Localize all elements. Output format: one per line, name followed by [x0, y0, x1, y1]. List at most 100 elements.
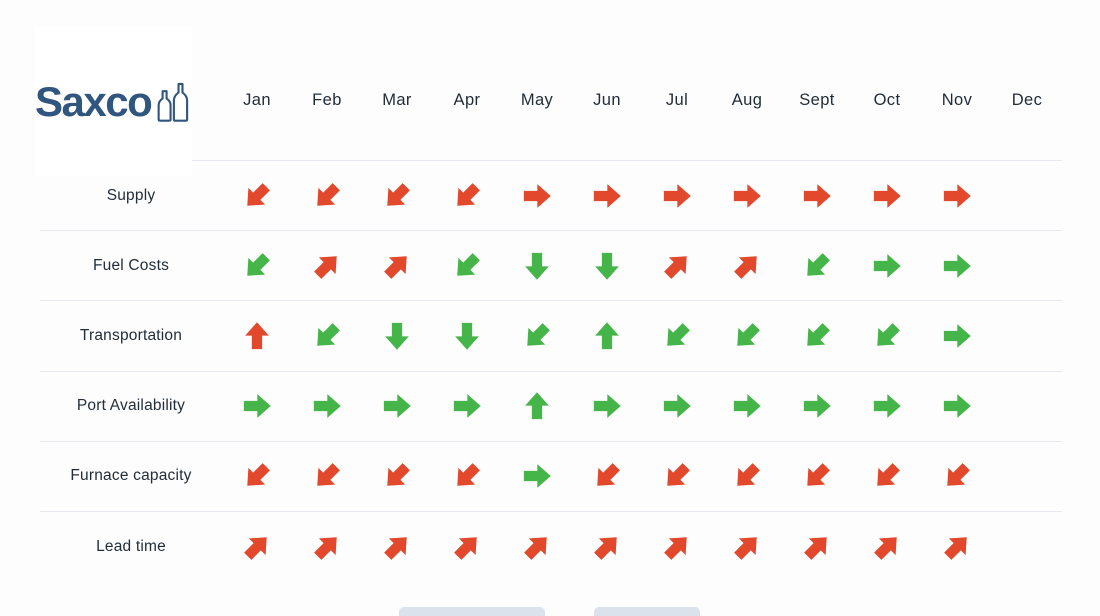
month-header: Jul — [665, 91, 689, 109]
arrow-down-left-icon — [947, 463, 970, 487]
trend-cell — [712, 250, 782, 282]
trend-matrix: Jan Feb Mar Apr May Jun Jul Aug Sept Oct Nov Dec Sup… — [40, 66, 1062, 581]
arrow-up-right-icon — [384, 536, 407, 560]
trend-cell — [432, 180, 502, 212]
trend-row: Transportation — [40, 300, 1062, 370]
arrow-right-icon — [873, 183, 901, 208]
arrow-down-left-icon — [597, 463, 620, 487]
trend-cell — [852, 460, 922, 492]
trend-cell — [782, 390, 852, 422]
trend-cell — [502, 320, 572, 352]
arrow-right-icon — [943, 183, 971, 208]
saxco-logo-card: Saxco — [35, 27, 192, 176]
trend-cell — [362, 531, 432, 563]
trend-cell — [502, 460, 572, 492]
row-label: Transportation — [79, 326, 183, 344]
trend-cell — [222, 180, 292, 212]
arrow-up-right-icon — [734, 536, 757, 560]
arrow-up-icon — [525, 392, 549, 420]
row-label: Port Availability — [76, 397, 186, 415]
trend-cell — [572, 320, 642, 352]
trend-cell — [362, 180, 432, 212]
bottles-icon — [157, 82, 189, 122]
arrow-up-right-icon — [314, 536, 337, 560]
saxco-logo-text: Saxco — [35, 77, 153, 125]
month-header: May — [520, 91, 554, 109]
trend-row: Furnace capacity — [40, 440, 1062, 511]
month-header: Feb — [312, 91, 342, 109]
trend-cell — [432, 460, 502, 492]
arrow-right-icon — [383, 394, 411, 418]
arrow-down-left-icon — [457, 252, 480, 276]
trend-cell — [922, 320, 992, 352]
row-label: Fuel Costs — [92, 256, 170, 274]
trend-row: Supply — [40, 160, 1062, 230]
trend-cell — [922, 531, 992, 563]
trend-cell — [222, 250, 292, 282]
month-header: Aug — [731, 91, 763, 109]
trend-cell — [852, 180, 922, 212]
trend-cell — [222, 531, 292, 563]
trend-cell — [712, 180, 782, 212]
arrow-down-left-icon — [387, 463, 410, 487]
arrow-right-icon — [593, 183, 621, 208]
trend-cell — [712, 320, 782, 352]
trend-cell — [782, 531, 852, 563]
arrow-up-right-icon — [454, 536, 477, 560]
arrow-up-right-icon — [244, 536, 267, 560]
arrow-right-icon — [523, 183, 551, 208]
arrow-down-left-icon — [527, 323, 550, 346]
trend-cell — [362, 460, 432, 492]
trend-cell — [922, 180, 992, 212]
trend-cell — [922, 390, 992, 422]
trend-cell — [292, 460, 362, 492]
arrow-down-icon — [525, 252, 549, 280]
trend-cell — [292, 320, 362, 352]
arrow-right-icon — [803, 394, 831, 418]
row-label: Lead time — [96, 537, 166, 555]
arrow-right-icon — [943, 394, 971, 418]
arrow-right-icon — [943, 253, 971, 278]
trend-cell — [362, 320, 432, 352]
trend-row: Port Availability — [40, 370, 1062, 441]
trend-cell — [782, 320, 852, 352]
month-header: Jan — [243, 91, 271, 109]
trend-cell — [292, 250, 362, 282]
arrow-right-icon — [243, 394, 271, 418]
arrow-down-left-icon — [387, 182, 410, 206]
arrow-up-right-icon — [594, 536, 617, 560]
trend-cell — [642, 180, 712, 212]
arrow-down-left-icon — [737, 323, 760, 346]
arrow-down-left-icon — [457, 182, 480, 206]
arrow-up-icon — [595, 322, 619, 350]
arrow-right-icon — [453, 394, 481, 418]
trend-cell — [852, 390, 922, 422]
arrow-down-left-icon — [737, 463, 760, 487]
arrow-down-left-icon — [807, 323, 830, 346]
arrow-right-icon — [873, 253, 901, 278]
trend-cell — [782, 180, 852, 212]
trend-cell — [362, 250, 432, 282]
arrow-down-left-icon — [247, 252, 270, 276]
arrow-down-left-icon — [317, 182, 340, 206]
trend-row: Lead time — [40, 510, 1062, 581]
trend-cell — [432, 250, 502, 282]
arrow-right-icon — [943, 324, 971, 348]
trend-cell — [572, 531, 642, 563]
arrow-up-right-icon — [944, 536, 967, 560]
row-label: Supply — [106, 186, 156, 204]
arrow-down-left-icon — [457, 463, 480, 487]
arrow-up-right-icon — [664, 256, 687, 279]
trend-row: Fuel Costs — [40, 230, 1062, 300]
trend-cell — [782, 250, 852, 282]
trend-cell — [642, 250, 712, 282]
arrow-right-icon — [733, 394, 761, 418]
arrow-down-left-icon — [877, 323, 900, 346]
trend-cell — [222, 390, 292, 422]
arrow-up-right-icon — [734, 256, 757, 279]
arrow-down-left-icon — [807, 463, 830, 487]
arrow-right-icon — [313, 394, 341, 418]
arrow-right-icon — [523, 464, 551, 489]
arrow-up-right-icon — [314, 256, 337, 279]
